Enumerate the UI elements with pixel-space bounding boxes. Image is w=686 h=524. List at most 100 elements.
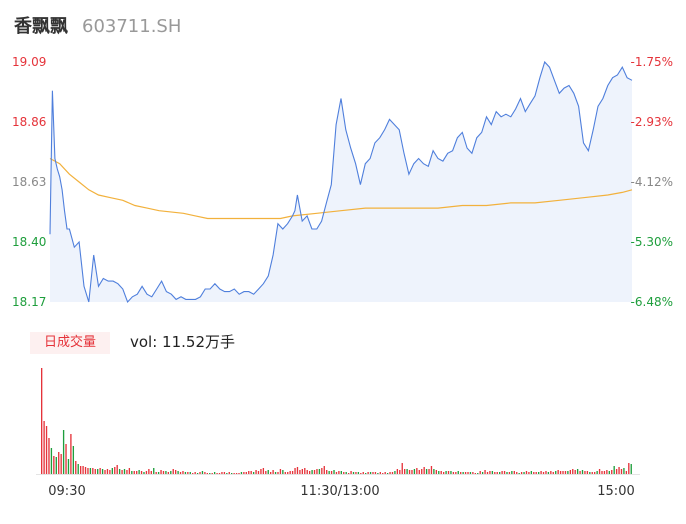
volume-bar: [216, 473, 218, 474]
volume-bar: [67, 459, 70, 474]
volume-bar: [199, 472, 201, 474]
y-tick-label: 19.09: [12, 55, 46, 69]
volume-bar: [369, 472, 372, 474]
volume-bar: [136, 471, 138, 474]
volume-bar: [362, 472, 364, 474]
volume-bar: [606, 470, 608, 474]
volume-bar: [189, 472, 191, 474]
volume-bar: [160, 470, 162, 474]
volume-bar: [231, 473, 233, 474]
volume-bar: [43, 421, 45, 474]
y-tick-label: 18.86: [12, 115, 46, 129]
volume-bar: [204, 472, 206, 474]
volume-bar: [201, 471, 204, 474]
volume-bar: [552, 472, 554, 474]
volume-bar: [109, 470, 111, 474]
volume-bar: [335, 472, 338, 474]
volume-bar: [481, 472, 484, 474]
volume-bar: [145, 471, 148, 474]
volume-bar: [477, 473, 479, 474]
volume-bar: [196, 473, 199, 474]
volume-bar: [608, 471, 610, 474]
volume-bar: [540, 471, 542, 474]
volume-bar: [433, 469, 435, 474]
volume-bar: [272, 470, 274, 474]
volume-bar: [87, 468, 89, 474]
volume-bar: [97, 469, 99, 474]
volume-bar: [611, 470, 613, 474]
volume-bar: [491, 471, 494, 474]
volume-bar: [62, 430, 65, 474]
volume-bar: [94, 469, 96, 474]
volume-bar: [576, 469, 579, 474]
volume-bar: [569, 470, 571, 474]
volume-bar: [372, 472, 374, 474]
pct-tick-label: -4.12%: [631, 175, 673, 189]
volume-bar: [282, 470, 284, 474]
volume-bar: [170, 471, 172, 474]
volume-bar: [413, 469, 416, 474]
volume-bar: [367, 472, 369, 474]
volume-bar: [72, 446, 75, 474]
volume-bar: [177, 471, 179, 474]
volume-bar: [503, 471, 506, 474]
volume-bar: [530, 471, 533, 474]
volume-bar: [155, 472, 157, 474]
volume-bar: [304, 468, 306, 474]
volume-bar: [287, 472, 289, 474]
volume-bar: [625, 471, 628, 474]
volume-bar: [328, 471, 330, 474]
volume-bar: [340, 471, 342, 474]
volume-bar: [455, 472, 457, 474]
volume-bar: [601, 471, 603, 474]
volume-bar: [65, 444, 67, 474]
volume-bar: [58, 452, 60, 474]
volume-bar: [384, 472, 386, 474]
volume-tab[interactable]: 日成交量: [30, 332, 110, 354]
volume-bar: [394, 471, 396, 474]
volume-bar: [357, 472, 360, 474]
volume-bar: [479, 471, 481, 474]
volume-bar: [284, 472, 286, 474]
volume-bar: [240, 472, 243, 474]
volume-bar: [55, 457, 57, 474]
volume-bar: [542, 472, 545, 474]
volume-bar: [630, 464, 632, 474]
pct-tick-label: -5.30%: [631, 235, 673, 249]
volume-bar: [50, 448, 53, 474]
volume-bar: [603, 471, 606, 474]
volume-bar: [464, 472, 467, 474]
volume-bar: [352, 472, 355, 474]
y-tick-label: 18.63: [12, 175, 46, 189]
volume-bar: [533, 472, 535, 474]
volume-bar: [223, 472, 226, 474]
volume-bar: [438, 471, 440, 474]
volume-bar: [226, 473, 228, 474]
volume-bar: [121, 470, 123, 474]
volume-bar: [389, 472, 391, 474]
volume-bar: [330, 471, 333, 474]
volume-bar: [572, 469, 574, 474]
volume-bar: [557, 470, 559, 474]
volume-bar: [270, 472, 272, 474]
volume-bar: [235, 473, 238, 474]
volume-bar: [615, 469, 618, 474]
volume-bar: [484, 470, 486, 474]
volume-bar: [343, 472, 345, 474]
price-line: [49, 60, 633, 304]
volume-bar: [584, 471, 586, 474]
volume-bar: [469, 472, 472, 474]
volume-bar: [613, 466, 615, 474]
volume-bar: [194, 472, 196, 474]
volume-bar: [396, 469, 399, 474]
volume-bar: [209, 473, 211, 474]
price-area: [50, 62, 632, 302]
volume-bar: [457, 471, 459, 474]
volume-bar: [452, 472, 455, 474]
volume-bar: [257, 471, 260, 474]
volume-bar: [474, 473, 476, 474]
volume-bar: [60, 454, 62, 474]
volume-bar: [379, 472, 381, 474]
volume-bar: [77, 464, 79, 474]
volume-bar: [92, 468, 94, 474]
